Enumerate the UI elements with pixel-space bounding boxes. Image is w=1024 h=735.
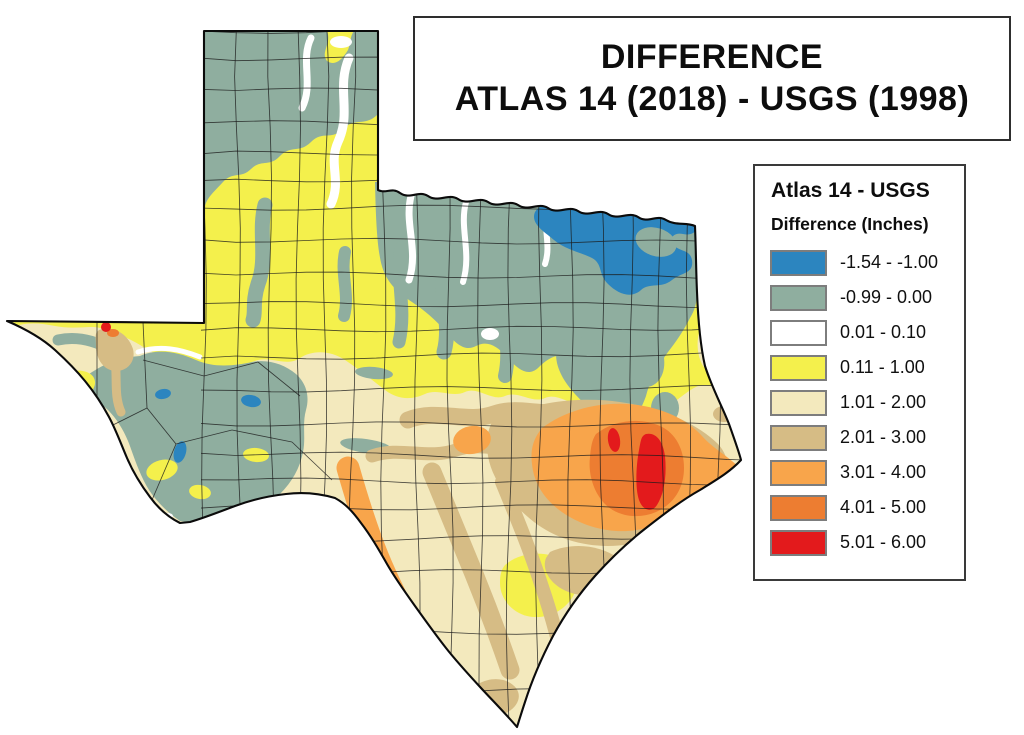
legend-swatch <box>770 319 827 346</box>
legend-swatch <box>770 354 827 381</box>
legend-label: 2.01 - 3.00 <box>840 427 927 447</box>
legend-item: 2.01 - 3.00 <box>770 420 964 455</box>
map-title-line2: ATLAS 14 (2018) - USGS (1998) <box>454 80 970 118</box>
legend: Atlas 14 - USGS Difference (Inches) -1.5… <box>753 164 966 581</box>
legend-item: -1.54 - -1.00 <box>770 245 964 280</box>
legend-swatch <box>770 389 827 416</box>
legend-label: 1.01 - 2.00 <box>840 392 927 412</box>
title-box: DIFFERENCE ATLAS 14 (2018) - USGS (1998) <box>413 16 1011 141</box>
legend-swatch <box>770 459 827 486</box>
legend-item: -0.99 - 0.00 <box>770 280 964 315</box>
legend-item: 4.01 - 5.00 <box>770 490 964 525</box>
legend-item: 0.01 - 0.10 <box>770 315 964 350</box>
legend-label: 3.01 - 4.00 <box>840 462 927 482</box>
legend-swatch <box>770 424 827 451</box>
legend-label: -0.99 - 0.00 <box>840 287 933 307</box>
legend-item: 5.01 - 6.00 <box>770 525 964 560</box>
legend-label: -1.54 - -1.00 <box>840 252 939 272</box>
red-regions <box>101 322 666 510</box>
state-outline <box>5 29 743 729</box>
legend-title: Atlas 14 - USGS <box>771 179 930 202</box>
west-county-boundaries <box>96 321 333 501</box>
legend-label: 5.01 - 6.00 <box>840 532 927 552</box>
legend-swatch <box>770 249 827 276</box>
legend-label: 0.01 - 0.10 <box>840 322 927 342</box>
legend-item: 0.11 - 1.00 <box>770 350 964 385</box>
legend-swatch <box>770 284 827 311</box>
legend-label: 4.01 - 5.00 <box>840 497 927 517</box>
legend-swatch <box>770 529 827 556</box>
legend-swatch <box>770 494 827 521</box>
legend-subtitle: Difference (Inches) <box>771 214 929 234</box>
legend-label: 0.11 - 1.00 <box>840 357 925 377</box>
map-title-line1: DIFFERENCE <box>600 37 824 76</box>
legend-item: 3.01 - 4.00 <box>770 455 964 490</box>
legend-item: 1.01 - 2.00 <box>770 385 964 420</box>
